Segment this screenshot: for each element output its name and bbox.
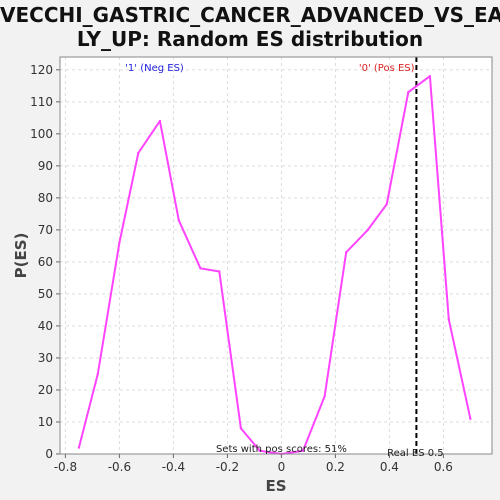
data-point — [199, 267, 202, 270]
x-tick-label: 0.6 — [434, 460, 453, 474]
x-tick-label: -0.8 — [54, 460, 77, 474]
pos-scores-label: Sets with pos scores: 51% — [216, 444, 347, 455]
y-tick-label: 30 — [38, 351, 53, 365]
data-point — [428, 75, 432, 78]
x-tick-label: -0.4 — [162, 460, 185, 474]
data-point — [239, 427, 243, 430]
y-tick-label: 90 — [38, 159, 53, 173]
pos-es-label: '0' (Pos ES) — [359, 63, 415, 74]
chart-title-line-1: VECCHI_GASTRIC_CANCER_ADVANCED_VS_EAR — [0, 3, 500, 27]
data-point — [258, 449, 261, 452]
data-point — [366, 228, 369, 232]
data-point — [301, 449, 305, 452]
data-point — [158, 119, 162, 123]
data-point — [118, 241, 121, 244]
y-tick-label: 100 — [30, 127, 53, 141]
y-axis-title: P(ES) — [12, 233, 30, 279]
x-axis-title: ES — [265, 477, 286, 495]
x-tick-label: 0.4 — [380, 460, 399, 474]
chart-title-line-2: LY_UP: Random ES distribution — [76, 27, 424, 51]
y-tick-label: 70 — [38, 223, 53, 237]
y-tick-label: 20 — [38, 383, 53, 397]
real-es-label: Real ES 0.5 — [387, 448, 443, 459]
x-tick-label: -0.6 — [108, 460, 131, 474]
data-point — [323, 395, 326, 398]
data-point — [385, 203, 388, 206]
data-point — [447, 318, 450, 321]
plot-area — [60, 57, 492, 454]
y-tick-label: 40 — [38, 319, 53, 333]
x-tick-label: 0 — [278, 460, 286, 474]
y-tick-label: 60 — [38, 255, 53, 269]
grid — [60, 57, 492, 455]
y-tick-label: 80 — [38, 191, 53, 205]
labels-group: '1' (Neg ES) '0' (Pos ES) Sets with pos … — [12, 63, 444, 495]
data-point — [345, 251, 348, 254]
y-tick-label: 110 — [30, 95, 53, 109]
data-point — [96, 372, 100, 376]
data-point — [407, 91, 410, 94]
x-tick-label: -0.2 — [216, 460, 239, 474]
neg-es-label: '1' (Neg ES) — [125, 63, 184, 74]
data-point — [177, 219, 180, 222]
series-group — [77, 75, 472, 456]
y-tick-label: 10 — [38, 415, 53, 429]
data-point — [137, 151, 140, 155]
plot-border — [59, 56, 493, 455]
series-line — [77, 75, 472, 455]
y-tick-label: 120 — [30, 63, 53, 77]
axes: 0 10 20 30 40 50 60 70 80 90 100 110 120 -0.8 -0.6 -0.4… — [30, 56, 493, 474]
y-tick-label: 0 — [45, 447, 53, 461]
y-tick-label: 50 — [38, 287, 53, 301]
data-point — [469, 417, 472, 420]
x-tick-label: 0.2 — [326, 460, 345, 474]
data-point — [77, 446, 81, 449]
data-point — [218, 270, 221, 273]
